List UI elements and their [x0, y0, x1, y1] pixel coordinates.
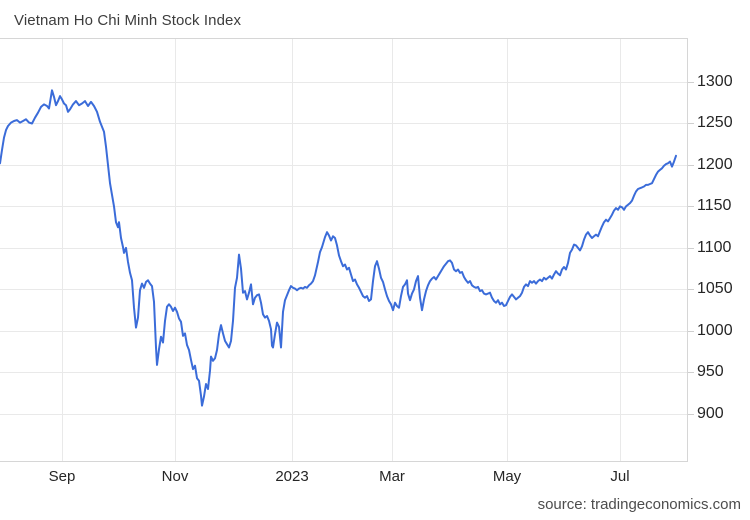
x-axis-label: Sep: [48, 468, 76, 485]
y-axis-label: 1250: [697, 114, 733, 132]
x-axis-label: 2023: [275, 468, 309, 485]
x-axis-label: May: [492, 468, 522, 485]
price-line: [0, 89, 677, 407]
y-axis-label: 1050: [697, 280, 733, 298]
chart-canvas[interactable]: [0, 38, 695, 462]
y-axis-label: 1150: [697, 197, 732, 215]
y-axis-label: 1200: [697, 155, 733, 173]
x-axis-label: Mar: [379, 468, 405, 485]
y-axis-label: 900: [697, 404, 724, 422]
source-link[interactable]: source: tradingeconomics.com: [537, 496, 741, 513]
chart-title: Vietnam Ho Chi Minh Stock Index: [14, 12, 242, 29]
chart-svg: [0, 38, 694, 462]
y-axis-label: 1100: [697, 238, 732, 256]
y-axis-label: 950: [697, 363, 724, 381]
y-axis-label: 1000: [697, 321, 733, 339]
x-axis-label: Jul: [610, 468, 630, 485]
x-axis-label: Nov: [161, 468, 189, 485]
y-axis-label: 1300: [697, 72, 733, 90]
